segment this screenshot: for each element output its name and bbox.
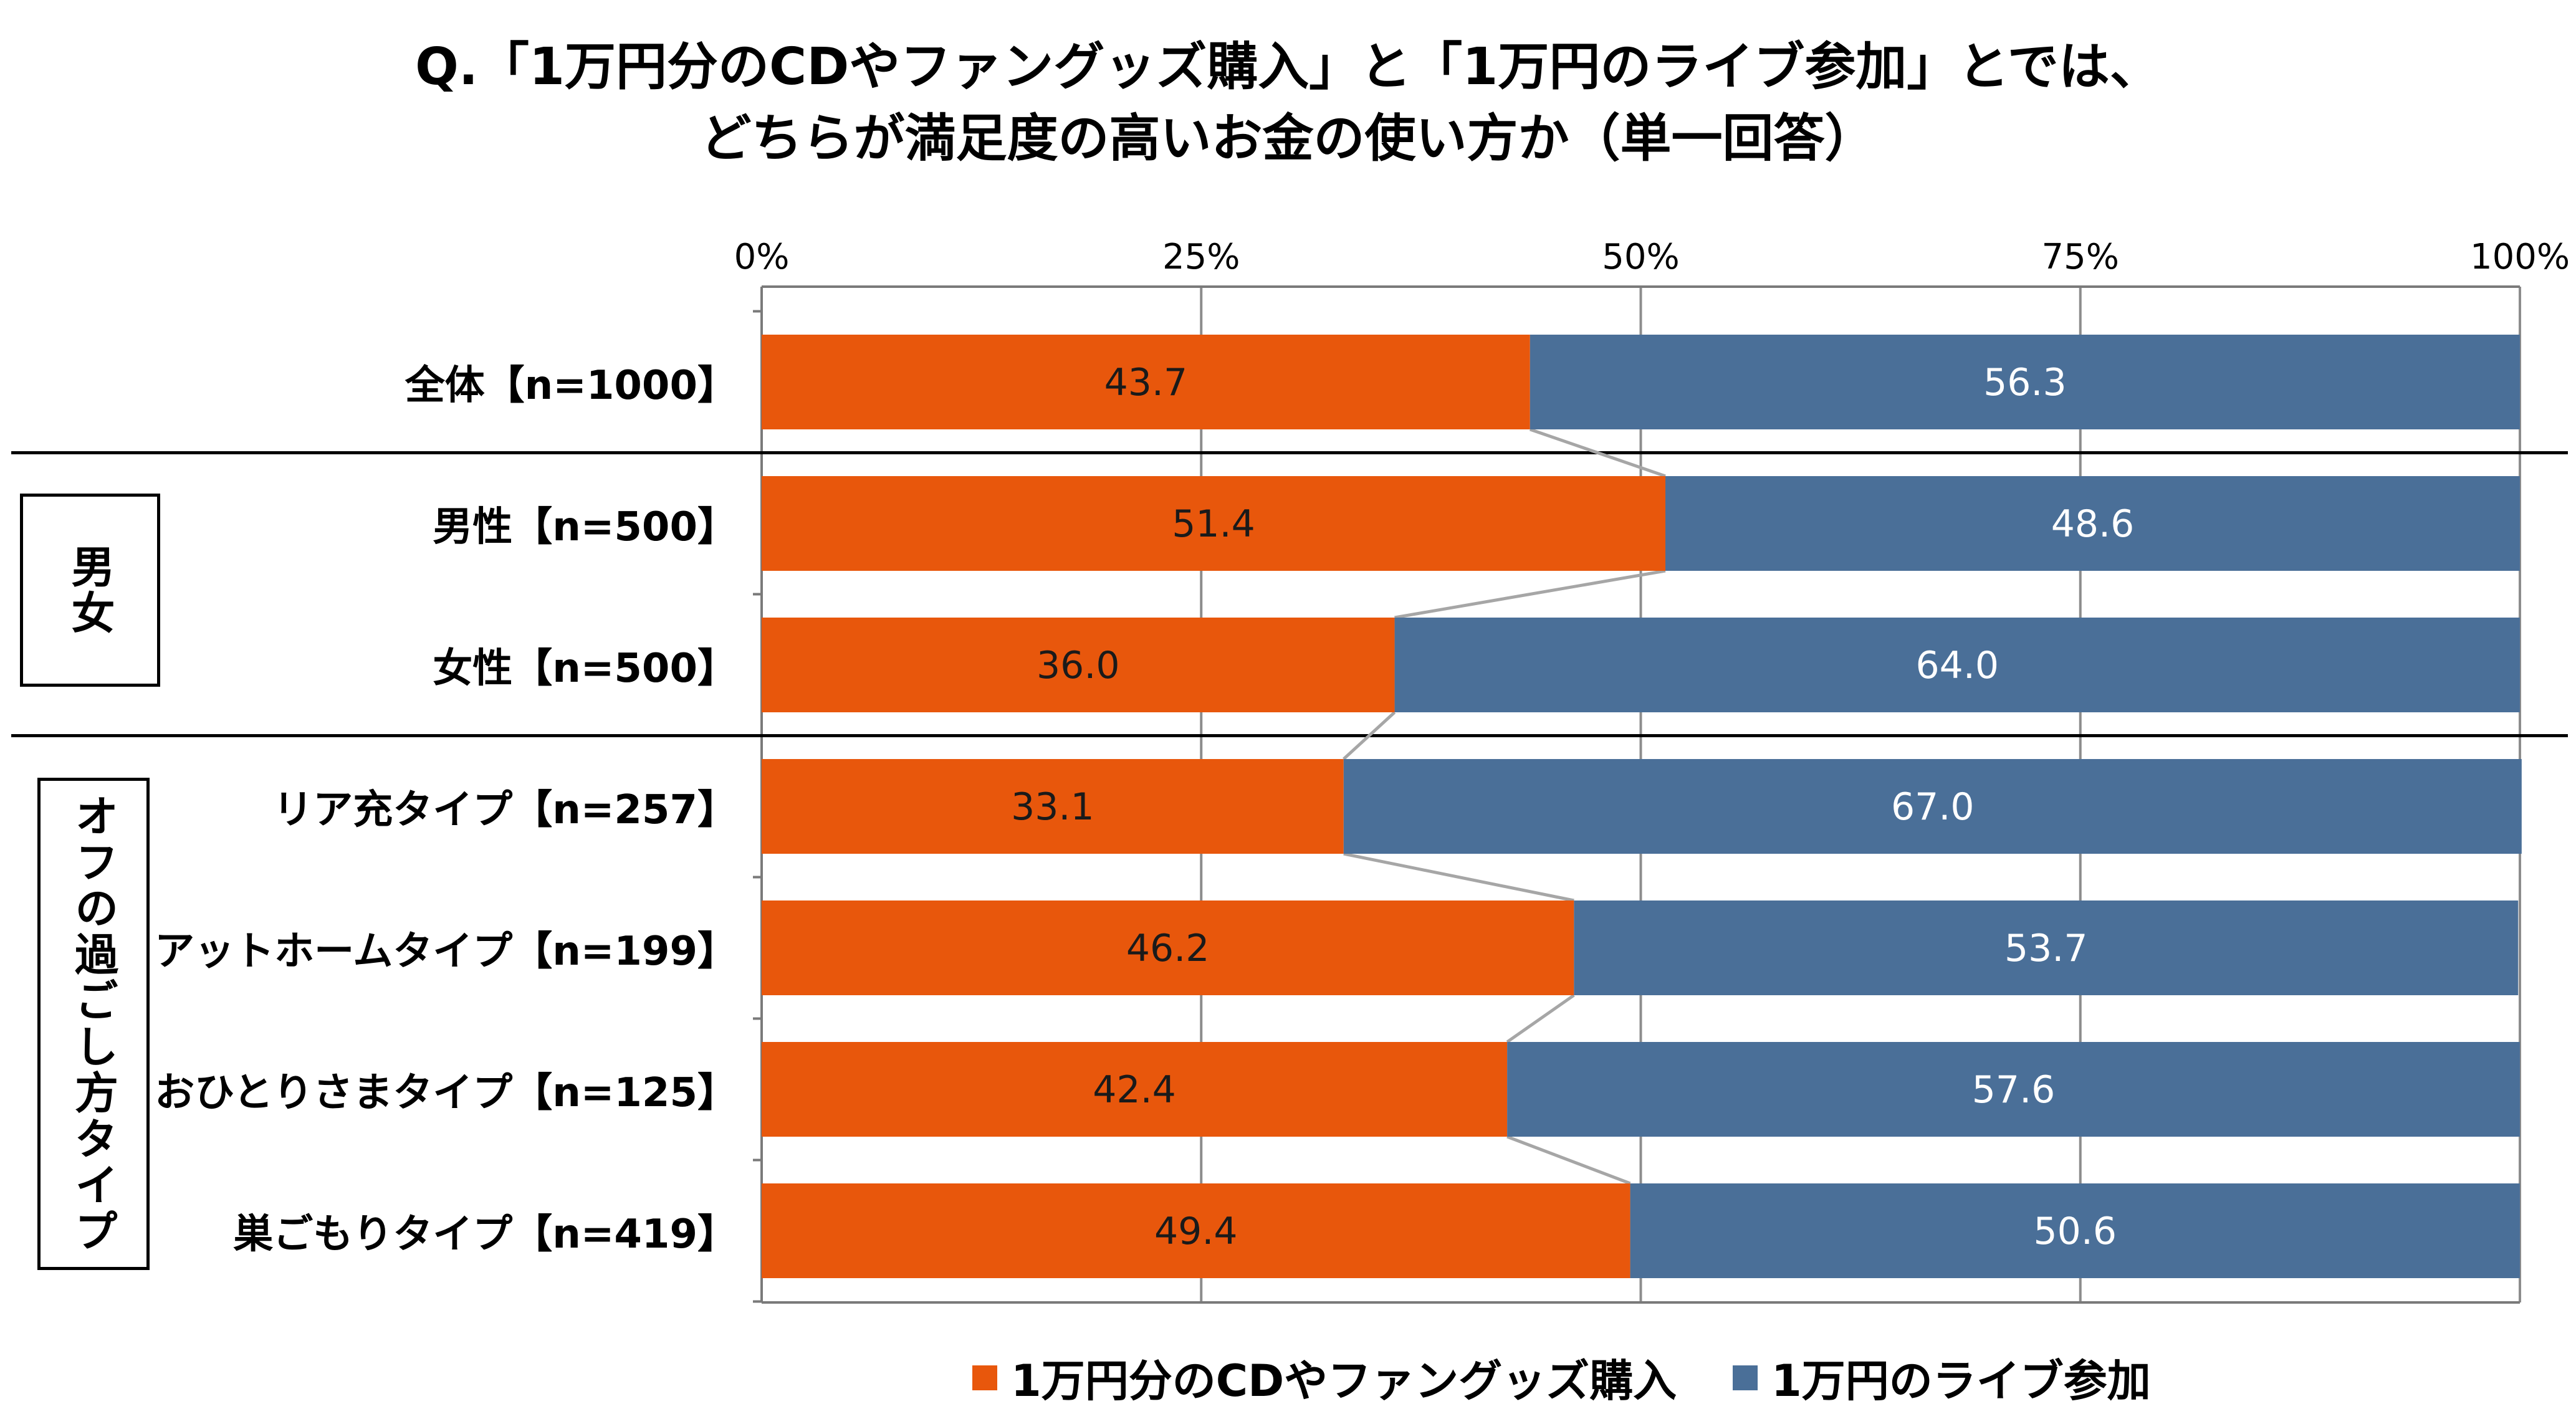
series-connector-line (1529, 428, 1666, 478)
series-connector-line (1506, 1135, 1631, 1185)
bar-value-label: 57.6 (1972, 1068, 2056, 1112)
bar-goods (762, 900, 1574, 995)
chart-subtitle: どちらが満足度の高いお金の使い方か（単一回答） (700, 109, 1876, 168)
bar-goods (762, 1183, 1630, 1278)
group-box-gender: 男女 (20, 494, 160, 687)
category-label: 巣ごもりタイプ【n=419】 (233, 1211, 737, 1258)
legend-item-goods: 1万円分のCDやファングッズ購入 (972, 1346, 1677, 1409)
bar-live (1507, 1042, 2520, 1137)
bar-value-label: 48.6 (2051, 502, 2135, 546)
legend-swatch-goods (972, 1365, 997, 1390)
x-tick-label: 0% (734, 237, 790, 277)
bar-goods (762, 759, 1344, 854)
series-connector-line (1343, 852, 1574, 902)
group-label-off-type: オフの過ごし方タイプ (67, 793, 119, 1254)
category-label: 全体【n=1000】 (405, 363, 737, 409)
bar-live (1665, 476, 2520, 571)
category-label: リア充タイプ【n=257】 (273, 787, 737, 833)
bar-value-label: 51.4 (1172, 502, 1255, 546)
bar-value-label: 33.1 (1011, 785, 1094, 829)
bar-value-label: 50.6 (2033, 1210, 2117, 1253)
legend-label-goods: 1万円分のCDやファングッズ購入 (1011, 1355, 1677, 1407)
group-label-gender: 男女 (64, 544, 115, 636)
bar-value-label: 36.0 (1037, 644, 1120, 687)
legend-label-live: 1万円のライブ参加 (1771, 1355, 2151, 1407)
bar-value-label: 43.7 (1104, 361, 1188, 404)
category-label: 女性【n=500】 (433, 646, 737, 692)
series-connector-line (1506, 993, 1575, 1044)
legend-item-live: 1万円のライブ参加 (1733, 1346, 2151, 1409)
x-tick-label: 100% (2469, 237, 2570, 277)
category-label: アットホームタイプ【n=199】 (155, 929, 737, 975)
bar-value-label: 46.2 (1126, 927, 1210, 970)
bar-goods (762, 1042, 1508, 1137)
bar-goods (762, 618, 1395, 712)
category-label: おひとりさまタイプ【n=125】 (155, 1070, 737, 1116)
legend-swatch-live (1733, 1365, 1758, 1390)
bar-live (1394, 618, 2520, 712)
x-tick-label: 50% (1602, 237, 1680, 277)
x-tick-label: 75% (2041, 237, 2119, 277)
bar-live (1574, 900, 2519, 995)
series-connector-line (1394, 569, 1666, 619)
bar-live (1530, 335, 2520, 429)
group-box-off-type: オフの過ごし方タイプ (37, 778, 150, 1270)
bar-value-label: 67.0 (1891, 785, 1975, 829)
bar-goods (762, 476, 1665, 571)
x-tick-label: 25% (1162, 237, 1240, 277)
bar-value-label: 64.0 (1915, 644, 1999, 687)
bar-live (1343, 759, 2522, 854)
bar-value-label: 42.4 (1093, 1068, 1176, 1112)
series-connector-line (1343, 711, 1396, 760)
category-label: 男性【n=500】 (433, 504, 737, 550)
bar-value-label: 56.3 (1983, 361, 2067, 404)
bar-live (1630, 1183, 2520, 1278)
bar-value-label: 49.4 (1154, 1210, 1238, 1253)
chart-title: Q.「1万円分のCDやファングッズ購入」と「1万円のライブ参加」とでは、 (415, 37, 2161, 97)
bar-value-label: 53.7 (2004, 927, 2088, 970)
bar-goods (762, 335, 1530, 429)
